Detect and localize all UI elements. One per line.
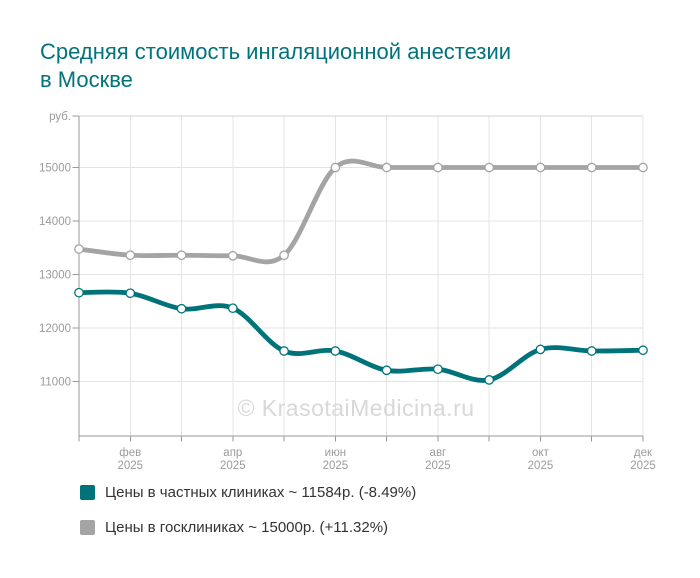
data-point-marker (638, 162, 648, 173)
legend-item-private-clinics: Цены в частных клиниках ~ 11584р. (-8.49… (80, 484, 417, 501)
x-axis-month-label: июн (325, 447, 346, 459)
page-title-line1: Средняя стоимость ингаляционной анестези… (40, 39, 512, 64)
data-point-marker (176, 303, 187, 314)
data-point-marker (381, 365, 392, 376)
data-point-marker (227, 250, 238, 261)
watermark: © KrasotaiMedicina.ru (237, 395, 474, 421)
x-axis-month-label: авг (430, 447, 447, 459)
data-point-marker (381, 162, 392, 173)
y-axis-unit-label: руб. (49, 111, 71, 123)
y-axis-tick-label: 15000 (39, 163, 71, 175)
page-title-line2: в Москве (40, 67, 133, 92)
data-point-marker (535, 162, 546, 173)
y-axis-tick-label: 11000 (40, 377, 71, 389)
x-axis-year-label: 2025 (528, 460, 554, 472)
data-point-marker (176, 250, 187, 261)
x-axis-month-label: дек (634, 447, 653, 459)
x-axis-month-label: апр (223, 447, 242, 459)
data-point-marker (279, 250, 289, 261)
chart-legend: Цены в частных клиниках ~ 11584р. (-8.49… (80, 484, 417, 555)
data-point-marker (586, 346, 597, 356)
data-point-marker (125, 288, 136, 299)
legend-item-state-clinics: Цены в госклиниках ~ 15000р. (+11.32%) (80, 519, 416, 536)
data-point-marker (433, 364, 443, 375)
data-point-marker (74, 244, 84, 254)
x-axis-year-label: 2025 (220, 460, 246, 472)
y-axis-tick-label: 14000 (39, 216, 71, 228)
y-axis-tick-label: 12000 (39, 323, 71, 335)
data-point-marker (125, 250, 136, 261)
legend-swatch-private-clinics-icon (80, 485, 95, 500)
data-point-marker (330, 162, 341, 173)
y-axis-tick-label: 13000 (39, 270, 71, 282)
data-point-marker (279, 346, 289, 356)
x-axis-year-label: 2025 (323, 460, 349, 472)
data-point-marker (433, 162, 443, 173)
data-point-marker (535, 344, 546, 355)
x-axis-year-label: 2025 (425, 460, 451, 472)
x-axis-month-label: окт (532, 447, 550, 459)
series-line (76, 158, 646, 265)
data-point-marker (74, 287, 84, 298)
page-title: Средняя стоимость ингаляционной анестези… (40, 38, 511, 94)
x-axis-year-label: 2025 (630, 460, 656, 472)
series-line (76, 289, 646, 383)
data-point-marker (484, 162, 495, 173)
data-point-marker (484, 375, 495, 385)
data-point-marker (638, 345, 648, 356)
price-line-chart: руб.1500014000130001200011000фев2025апр2… (39, 111, 656, 472)
legend-label-state-clinics: Цены в госклиниках ~ 15000р. (+11.32%) (105, 519, 389, 536)
data-point-marker (586, 162, 597, 173)
data-point-marker (227, 303, 238, 314)
legend-swatch-state-clinics-icon (80, 520, 95, 535)
x-axis-year-label: 2025 (117, 460, 143, 472)
x-axis-month-label: фев (119, 447, 141, 459)
legend-label-private-clinics: Цены в частных клиниках ~ 11584р. (-8.49… (105, 484, 417, 501)
data-point-marker (330, 346, 341, 356)
